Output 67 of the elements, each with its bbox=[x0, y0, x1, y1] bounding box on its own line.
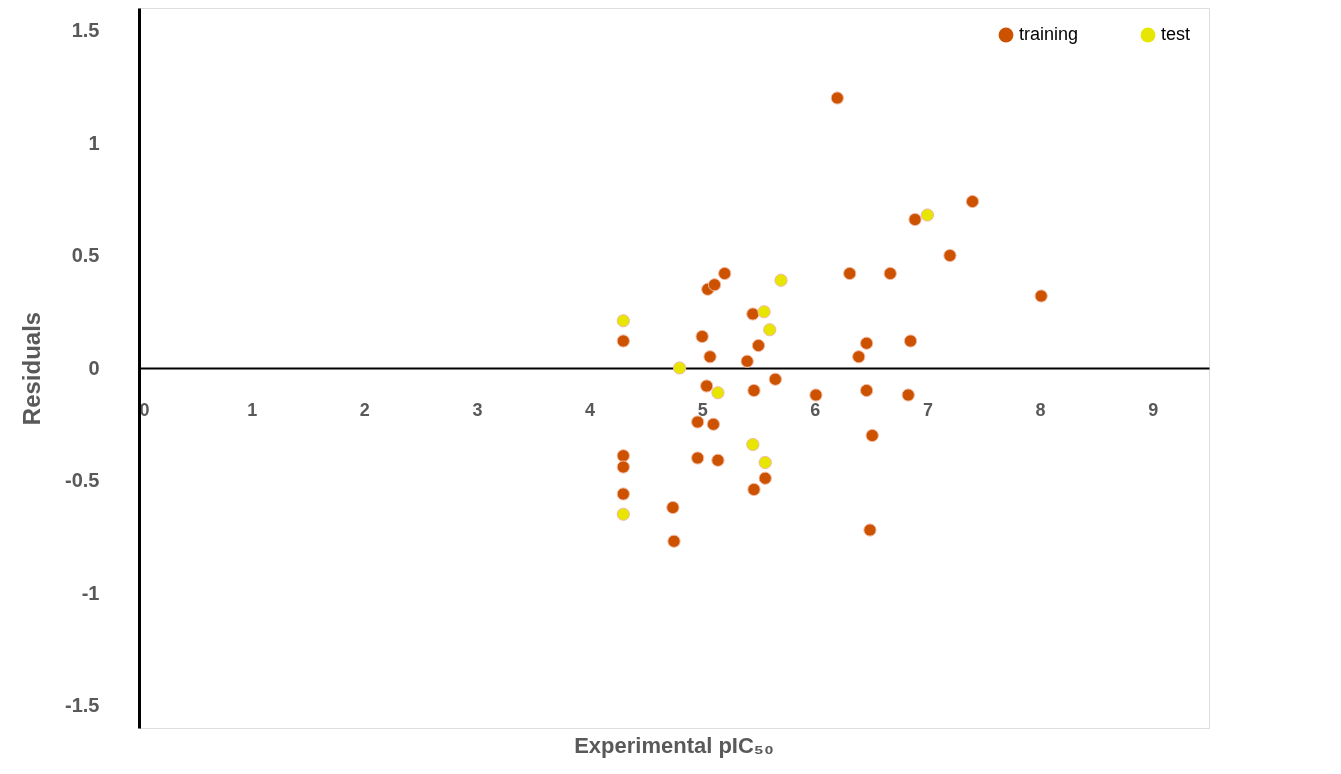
point bbox=[673, 361, 687, 375]
point bbox=[758, 455, 772, 470]
y-tick-label: -1 bbox=[81, 581, 100, 604]
x-tick-label: 6 bbox=[810, 399, 821, 420]
point bbox=[908, 212, 922, 227]
point bbox=[758, 471, 772, 485]
point bbox=[707, 278, 722, 292]
y-tick-label: -1.5 bbox=[65, 694, 100, 716]
point bbox=[616, 507, 630, 521]
point bbox=[883, 266, 897, 281]
point bbox=[901, 388, 915, 402]
point bbox=[718, 266, 732, 281]
point bbox=[746, 437, 760, 452]
point bbox=[859, 383, 874, 398]
point bbox=[763, 323, 777, 337]
x-axis-title: Experimental pIC₅₀ bbox=[574, 733, 774, 758]
point bbox=[700, 379, 714, 393]
point bbox=[903, 334, 918, 348]
y-tick-label: 0 bbox=[88, 356, 100, 379]
x-tick-label: 1 bbox=[247, 399, 258, 420]
point bbox=[706, 417, 721, 431]
point bbox=[691, 415, 705, 429]
point bbox=[695, 329, 709, 344]
point bbox=[616, 314, 630, 328]
point bbox=[691, 451, 705, 465]
x-tick-label: 9 bbox=[1148, 399, 1159, 420]
point bbox=[747, 383, 761, 398]
point bbox=[616, 487, 630, 501]
point bbox=[859, 336, 874, 350]
point bbox=[830, 91, 844, 105]
x-tick-label: 7 bbox=[922, 399, 933, 420]
x-tick-label: 2 bbox=[359, 399, 370, 420]
point bbox=[616, 460, 630, 474]
point bbox=[863, 523, 877, 537]
point bbox=[920, 208, 935, 222]
point bbox=[711, 386, 725, 400]
legend-label: training bbox=[1019, 24, 1079, 44]
x-tick-label: 8 bbox=[1035, 399, 1046, 420]
point bbox=[711, 453, 725, 467]
point bbox=[1034, 289, 1048, 303]
point bbox=[774, 273, 788, 287]
point bbox=[616, 334, 630, 348]
point bbox=[740, 354, 754, 368]
x-tick-label: 4 bbox=[585, 399, 596, 420]
point bbox=[768, 372, 782, 386]
y-tick-label: 1.5 bbox=[71, 19, 100, 41]
point bbox=[852, 350, 866, 364]
point bbox=[843, 266, 857, 281]
point bbox=[943, 248, 957, 263]
x-tick-label: 3 bbox=[472, 399, 483, 420]
point bbox=[809, 388, 823, 402]
point bbox=[757, 305, 771, 319]
y-tick-label: -0.5 bbox=[65, 469, 100, 491]
point bbox=[616, 449, 630, 463]
point bbox=[747, 482, 761, 497]
point bbox=[965, 194, 980, 209]
legend-label: test bbox=[1161, 24, 1191, 44]
x-tick-label: 5 bbox=[697, 399, 708, 420]
point bbox=[666, 500, 680, 515]
y-tick-label: 1 bbox=[88, 131, 100, 154]
point bbox=[865, 428, 879, 443]
point bbox=[751, 338, 766, 353]
point bbox=[703, 350, 717, 364]
point bbox=[667, 534, 681, 548]
y-axis-title: Residuals bbox=[18, 311, 46, 426]
point bbox=[746, 307, 760, 321]
y-tick-label: 0.5 bbox=[71, 244, 100, 266]
